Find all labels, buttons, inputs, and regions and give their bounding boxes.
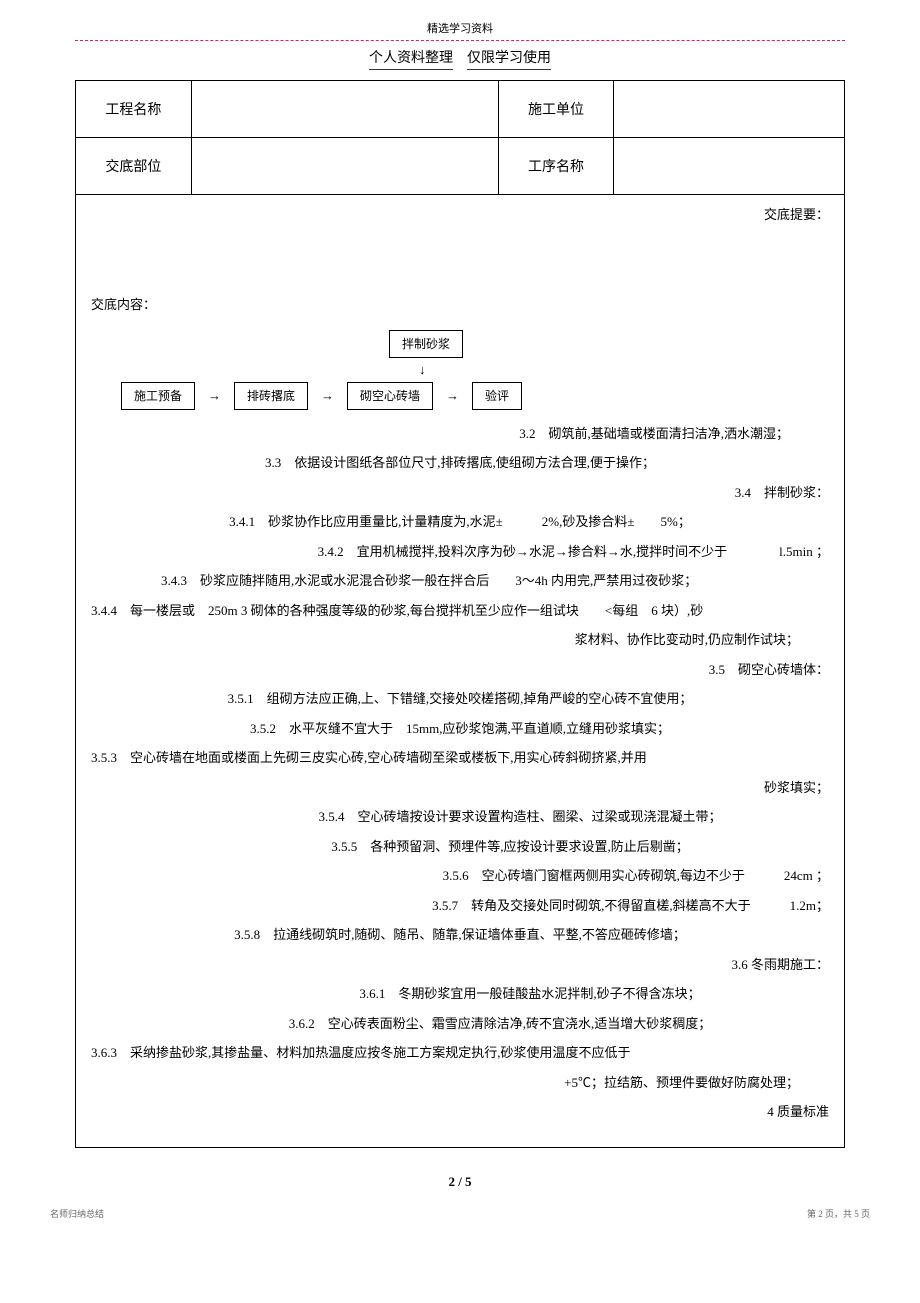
p-3-6-1: 3.6.1 冬期砂浆宜用一般硅酸盐水泥拌制,砂子不得含冻块； bbox=[91, 984, 829, 1004]
p-3-5-6: 3.5.6 空心砖墙门窗框两侧用实心砖砌筑,每边不少于 24cm ； bbox=[91, 866, 829, 886]
footer-left: 名师归纳总结 bbox=[50, 1207, 104, 1220]
flow-box-inspect: 验评 bbox=[472, 382, 522, 410]
cell-project-name-label: 工程名称 bbox=[76, 81, 191, 138]
p-3-6-3b: +5℃；拉结筋、预埋件要做好防腐处理； bbox=[91, 1073, 829, 1093]
cell-unit-label: 施工单位 bbox=[498, 81, 613, 138]
p-3-4-3: 3.4.3 砂浆应随拌随用,水泥或水泥混合砂浆一般在拌合后 3～4h 内用完,严… bbox=[91, 571, 829, 591]
p-3-6-3: 3.6.3 采纳掺盐砂浆,其掺盐量、材料加热温度应按冬施工方案规定执行,砂浆使用… bbox=[91, 1043, 829, 1063]
p-3-5: 3.5 砌空心砖墙体： bbox=[91, 660, 829, 680]
arrow-right-icon: → bbox=[321, 386, 334, 406]
title-right: 仅限学习使用 bbox=[467, 47, 551, 70]
page-number: 2 / 5 bbox=[75, 1174, 845, 1190]
p-3-4-4b: 浆材料、协作比变动时,仍应制作试块； bbox=[91, 630, 829, 650]
top-label: 精选学习资料 bbox=[75, 20, 845, 36]
p-3-5-3: 3.5.3 空心砖墙在地面或楼面上先砌三皮实心砖,空心砖墙砌至梁或楼板下,用实心… bbox=[91, 748, 829, 768]
p-3-5-7: 3.5.7 转角及交接处同时砌筑,不得留直槎,斜槎高不大于 1.2m； bbox=[91, 896, 829, 916]
main-frame: 工程名称 施工单位 交底部位 工序名称 交底提要： 交底内容： 拌制砂浆 ↓ bbox=[75, 80, 845, 1148]
cell-project-name-value bbox=[191, 81, 498, 138]
flow-box-mix: 拌制砂浆 bbox=[389, 330, 463, 358]
p-3-4-1: 3.4.1 砂浆协作比应用重量比,计量精度为,水泥± 2%,砂及掺合料± 5%； bbox=[91, 512, 829, 532]
p-3-3: 3.3 依据设计图纸各部位尺寸,排砖撂底,使组砌方法合理,便于操作； bbox=[91, 453, 829, 473]
table-row: 交底部位 工序名称 bbox=[76, 138, 844, 195]
p-4: 4 质量标准 bbox=[91, 1102, 829, 1122]
p-3-5-4: 3.5.4 空心砖墙按设计要求设置构造柱、圈梁、过梁或现浇混凝土带； bbox=[91, 807, 829, 827]
flowchart: 拌制砂浆 ↓ 施工预备 → 排砖撂底 → 砌空心砖墙 → 验评 bbox=[121, 330, 829, 410]
arrow-down-icon: ↓ bbox=[419, 360, 829, 380]
p-3-6: 3.6 冬雨期施工： bbox=[91, 955, 829, 975]
header-table: 工程名称 施工单位 交底部位 工序名称 bbox=[76, 81, 844, 195]
page: 精选学习资料 个人资料整理 仅限学习使用 工程名称 施工单位 交底部位 工序名称… bbox=[0, 0, 920, 1230]
cell-part-label: 交底部位 bbox=[76, 138, 191, 195]
content-label: 交底内容： bbox=[91, 295, 829, 315]
flow-box-prep: 施工预备 bbox=[121, 382, 195, 410]
cell-process-value bbox=[614, 138, 844, 195]
p-3-5-2: 3.5.2 水平灰缝不宜大于 15mm,应砂浆饱满,平直道顺,立缝用砂浆填实； bbox=[91, 719, 829, 739]
dashed-rule bbox=[75, 40, 845, 41]
title-left: 个人资料整理 bbox=[369, 47, 453, 70]
flow-box-layout: 排砖撂底 bbox=[234, 382, 308, 410]
table-row: 工程名称 施工单位 bbox=[76, 81, 844, 138]
cell-process-label: 工序名称 bbox=[498, 138, 613, 195]
p-3-4-2: 3.4.2 宜用机械搅拌,投料次序为砂→水泥→掺合料→水,搅拌时间不少于 l.5… bbox=[91, 542, 829, 562]
p-3-5-3b: 砂浆填实； bbox=[91, 778, 829, 798]
p-3-4: 3.4 拌制砂浆： bbox=[91, 483, 829, 503]
content-area: 交底提要： 交底内容： 拌制砂浆 ↓ 施工预备 → 排砖撂底 → 砌空心砖墙 →… bbox=[76, 195, 844, 1147]
arrow-right-icon: → bbox=[446, 386, 459, 406]
p-3-5-5: 3.5.5 各种预留洞、预埋件等,应按设计要求设置,防止后剔凿； bbox=[91, 837, 829, 857]
p-3-2: 3.2 砌筑前,基础墙或楼面清扫洁净,洒水潮湿； bbox=[91, 424, 829, 444]
footer-right: 第 2 页，共 5 页 bbox=[807, 1207, 870, 1220]
p-3-6-2: 3.6.2 空心砖表面粉尘、霜雪应清除洁净,砖不宜浇水,适当增大砂浆稠度； bbox=[91, 1014, 829, 1034]
p-3-5-8: 3.5.8 拉通线砌筑时,随砌、随吊、随靠,保证墙体垂直、平整,不答应砸砖修墙； bbox=[91, 925, 829, 945]
doc-title: 个人资料整理 仅限学习使用 bbox=[75, 47, 845, 70]
p-3-4-4: 3.4.4 每一楼层或 250m 3 砌体的各种强度等级的砂浆,每台搅拌机至少应… bbox=[91, 601, 829, 621]
summary-label: 交底提要： bbox=[91, 205, 829, 225]
p-3-5-1: 3.5.1 组砌方法应正确,上、下错缝,交接处咬槎搭砌,掉角严峻的空心砖不宜使用… bbox=[91, 689, 829, 709]
arrow-right-icon: → bbox=[208, 386, 221, 406]
cell-part-value bbox=[191, 138, 498, 195]
cell-unit-value bbox=[614, 81, 844, 138]
flow-box-wall: 砌空心砖墙 bbox=[347, 382, 433, 410]
